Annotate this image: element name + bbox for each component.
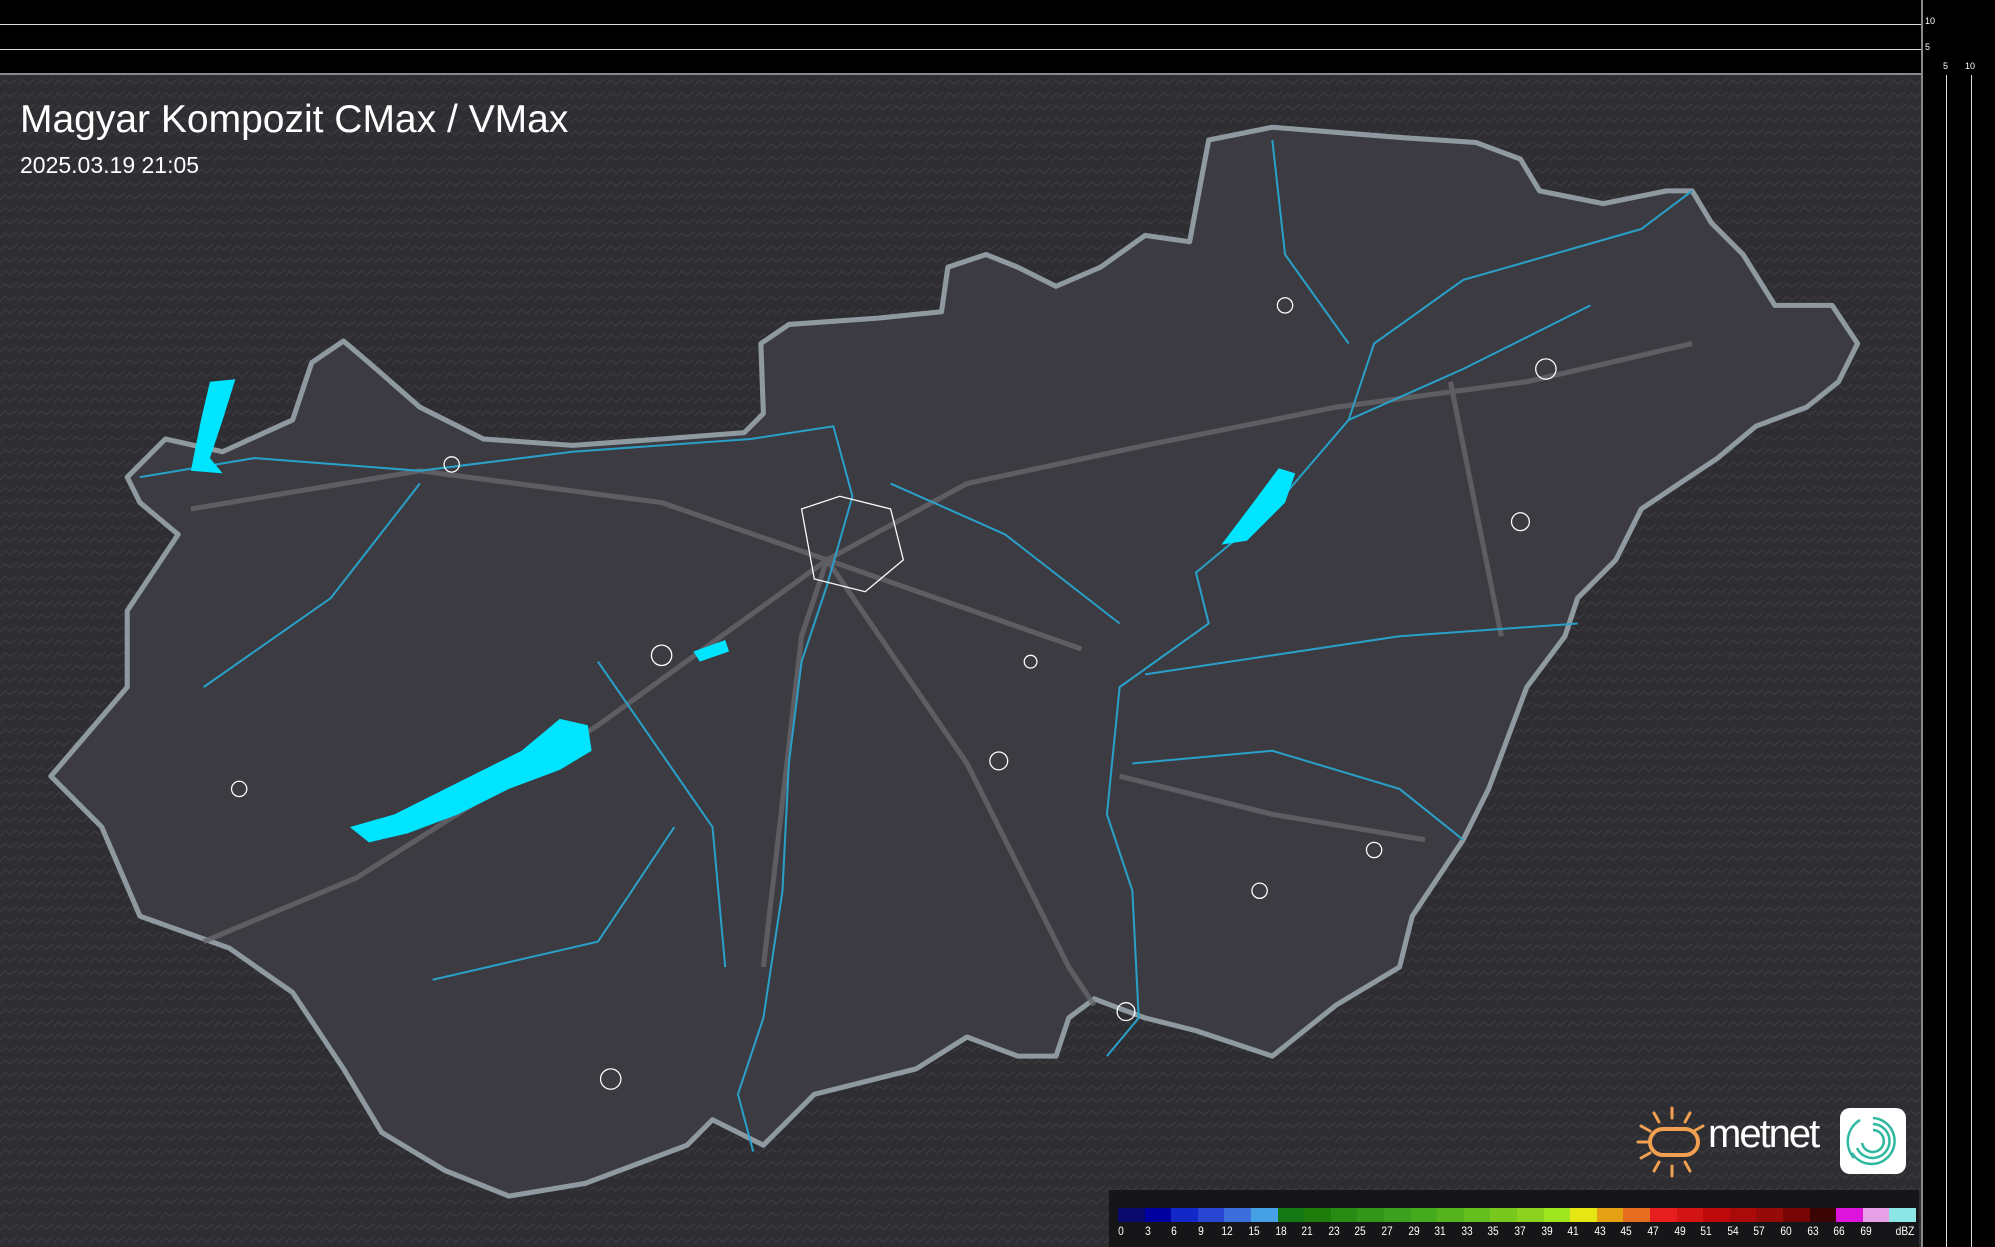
legend-label: 33 (1461, 1224, 1473, 1238)
legend-swatch (1862, 1208, 1890, 1222)
legend-label: 43 (1594, 1224, 1606, 1238)
legend-swatch (1889, 1208, 1917, 1222)
legend-swatch (1729, 1208, 1757, 1222)
scale-label: 10 (1965, 61, 1976, 71)
legend-swatch (1783, 1208, 1811, 1222)
settlements (230, 297, 1557, 1090)
legend-swatch (1490, 1208, 1518, 1222)
scale-line-v5 (1946, 75, 1947, 1247)
legend-swatch (1251, 1208, 1279, 1222)
right-scale-bar: 10 5 5 10 (1921, 0, 1995, 1247)
legend-label: 49 (1673, 1224, 1686, 1238)
tisza-river (1105, 190, 1693, 1057)
legend-label: 31 (1434, 1224, 1446, 1238)
legend-swatch (1357, 1208, 1385, 1222)
app-icon (1840, 1108, 1906, 1174)
legend-swatch (1437, 1208, 1465, 1222)
legend-label: 37 (1514, 1224, 1526, 1238)
legend-label: 54 (1727, 1224, 1739, 1238)
legend-swatch (1517, 1208, 1545, 1222)
scale-label: 10 (1925, 16, 1936, 26)
legend-label: 45 (1620, 1224, 1633, 1238)
legend-swatch (1650, 1208, 1678, 1222)
legend-label: 3 (1144, 1224, 1151, 1238)
logo-text: metnet (1708, 1112, 1820, 1156)
legend-swatch (1623, 1208, 1651, 1222)
legend-swatch (1543, 1208, 1571, 1222)
legend-label: 12 (1221, 1224, 1234, 1238)
scale-line-5 (0, 49, 1921, 50)
scale-line-10 (0, 24, 1921, 25)
scale-line-v10 (1971, 75, 1972, 1247)
map-timestamp: 2025.03.19 21:05 (20, 152, 200, 178)
legend-swatch (1836, 1208, 1864, 1222)
legend-swatch (1330, 1208, 1358, 1222)
legend-label: 18 (1274, 1224, 1287, 1238)
legend-swatch (1277, 1208, 1305, 1222)
legend-swatch (1410, 1208, 1438, 1222)
metnet-logo: metnet (1636, 1104, 1916, 1178)
swirl-icon (1846, 1116, 1896, 1166)
legend-swatch (1118, 1208, 1146, 1222)
legend-swatch (1596, 1208, 1624, 1222)
legend-swatch (1756, 1208, 1784, 1222)
legend-swatch (1809, 1208, 1837, 1222)
legend-swatch (1197, 1208, 1225, 1222)
legend-label: 15 (1248, 1224, 1260, 1238)
legend-swatch (1171, 1208, 1199, 1222)
lake-tisza (1221, 468, 1296, 545)
legend-label: 29 (1407, 1224, 1420, 1238)
legend-label: 23 (1328, 1224, 1340, 1238)
map-title: Magyar Kompozit CMax / VMax (20, 98, 569, 141)
legend-label: 51 (1700, 1224, 1712, 1238)
legend-label: 60 (1780, 1224, 1792, 1238)
legend-label: 41 (1567, 1224, 1579, 1238)
dbz-color-legend: dBZ 0 3 6 9 12 15 18 21 23 25 27 29 31 33 35 37 39 41 43 45… (1109, 1190, 1919, 1247)
legend-label: 21 (1301, 1224, 1313, 1238)
legend-label: 47 (1647, 1224, 1659, 1238)
lake-neusiedl (190, 379, 236, 474)
legend-swatch (1144, 1208, 1172, 1222)
legend-swatch (1570, 1208, 1598, 1222)
legend-swatch (1676, 1208, 1704, 1222)
legend-unit: dBZ (1895, 1224, 1915, 1238)
sun-icon (1636, 1106, 1705, 1178)
lake-velence (693, 640, 730, 662)
lakes (190, 379, 1296, 843)
legend-label: 0 (1118, 1224, 1124, 1238)
legend-swatch (1304, 1208, 1332, 1222)
legend-swatch (1463, 1208, 1491, 1222)
scale-label: 5 (1925, 42, 1931, 52)
legend-label: 25 (1354, 1224, 1367, 1238)
legend-label: 6 (1171, 1224, 1178, 1238)
legend-label: 9 (1197, 1224, 1204, 1238)
scale-label: 5 (1943, 61, 1949, 71)
legend-label: 39 (1540, 1224, 1553, 1238)
legend-label: 66 (1833, 1224, 1845, 1238)
legend-swatch (1703, 1208, 1731, 1222)
legend-label: 27 (1381, 1224, 1393, 1238)
legend-swatch (1384, 1208, 1412, 1222)
legend-label: 69 (1860, 1224, 1872, 1238)
legend-label: 63 (1806, 1224, 1819, 1238)
legend-label: 35 (1487, 1224, 1500, 1238)
lake-balaton (349, 718, 592, 843)
top-scale-bar (0, 0, 1921, 75)
legend-swatch (1224, 1208, 1252, 1222)
legend-label: 57 (1753, 1224, 1766, 1238)
